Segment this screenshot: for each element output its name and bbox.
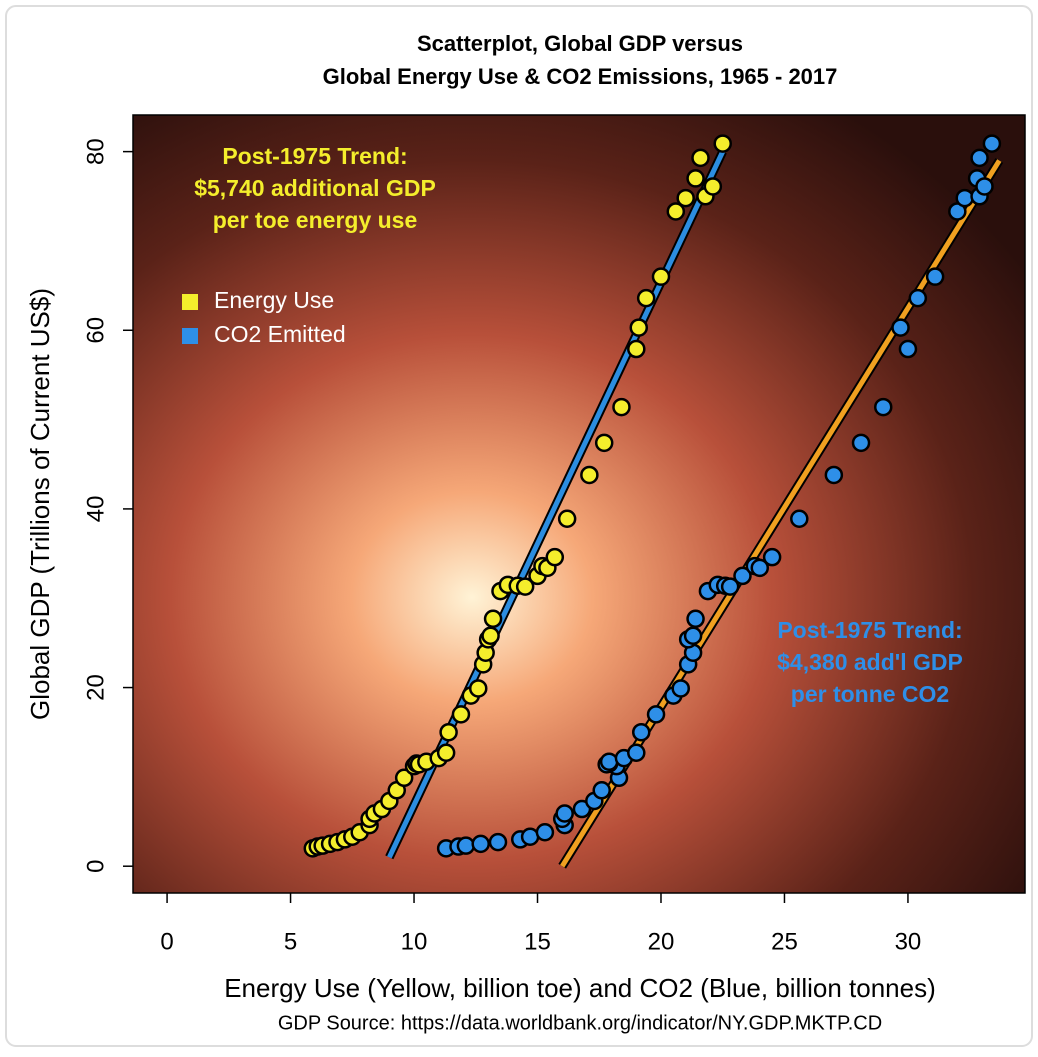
data-point — [612, 397, 631, 417]
x-tick-label: 0 — [160, 928, 173, 955]
data-point — [686, 609, 705, 629]
data-point — [456, 836, 476, 855]
data-point — [975, 177, 994, 196]
data-point — [394, 768, 414, 788]
x-tick-label: 30 — [895, 928, 922, 955]
data-point — [545, 547, 565, 567]
data-point — [686, 169, 705, 188]
data-point — [557, 509, 577, 528]
data-point — [481, 626, 500, 646]
data-point — [908, 288, 928, 308]
y-tick-label: 20 — [82, 674, 109, 701]
y-tick-label: 0 — [82, 860, 109, 873]
annotation: $5,740 additional GDP — [194, 175, 436, 201]
data-point — [790, 509, 809, 528]
x-tick-label: 25 — [771, 928, 798, 955]
data-point — [898, 339, 918, 359]
data-point — [720, 577, 740, 596]
y-tick-label: 40 — [82, 496, 109, 523]
data-point — [713, 134, 732, 153]
data-point — [555, 804, 574, 823]
data-point — [580, 465, 599, 485]
data-point — [515, 577, 535, 596]
data-point — [594, 433, 614, 453]
data-point — [451, 705, 471, 724]
data-point — [671, 679, 690, 698]
data-point — [627, 743, 646, 763]
data-point — [636, 288, 656, 308]
data-point — [439, 722, 458, 742]
chart-title: Global Energy Use & CO2 Emissions, 1965 … — [323, 64, 838, 89]
data-point — [629, 318, 649, 337]
legend-label: Energy Use — [214, 287, 334, 313]
y-tick-label: 80 — [82, 138, 109, 165]
data-point — [982, 134, 1002, 153]
data-point — [651, 267, 671, 286]
legend-label: CO2 Emitted — [214, 321, 346, 347]
data-point — [750, 558, 770, 578]
data-point — [873, 397, 893, 417]
data-point — [666, 202, 686, 221]
data-point — [762, 547, 782, 567]
data-point — [631, 722, 651, 742]
data-point — [733, 566, 752, 586]
data-point — [535, 823, 555, 842]
y-axis-label: Global GDP (Trillions of Current US$) — [25, 288, 55, 720]
data-point — [676, 188, 695, 208]
data-point — [925, 267, 945, 286]
data-point — [483, 609, 503, 629]
x-tick-label: 20 — [648, 928, 675, 955]
data-point — [592, 781, 611, 800]
data-point — [970, 148, 989, 168]
data-point — [646, 705, 666, 724]
data-point — [468, 679, 488, 698]
y-tick-label: 60 — [82, 317, 109, 344]
data-point — [520, 827, 540, 846]
data-point — [955, 188, 974, 208]
plot-area: Energy Use CO2 Emitted Post-1975 Trend: $5,… — [182, 134, 1004, 869]
annotation: Post-1975 Trend: — [222, 143, 407, 169]
source-note: GDP Source: https://data.worldbank.org/i… — [278, 1012, 882, 1034]
x-tick-label: 5 — [284, 928, 297, 955]
annotation: Post-1975 Trend: — [777, 617, 962, 643]
data-point — [691, 148, 710, 168]
legend-swatch — [182, 328, 198, 344]
x-tick-label: 10 — [401, 928, 428, 955]
data-point — [599, 752, 619, 771]
data-point — [851, 433, 871, 453]
data-point — [683, 626, 703, 646]
data-point — [471, 834, 490, 854]
legend-swatch — [182, 294, 198, 310]
data-point — [703, 177, 723, 196]
x-axis-label: Energy Use (Yellow, billion toe) and CO2… — [224, 973, 936, 1003]
plot-background — [133, 115, 1025, 893]
data-point — [488, 832, 508, 852]
data-point — [436, 743, 456, 763]
annotation: $4,380 add'l GDP — [777, 649, 963, 675]
chart-title: Scatterplot, Global GDP versus — [417, 31, 743, 56]
data-point — [627, 339, 646, 359]
annotation: per toe energy use — [213, 207, 418, 233]
data-point — [891, 318, 910, 337]
plot-border — [132, 114, 1026, 894]
annotation: per tonne CO2 — [791, 681, 949, 707]
data-point — [824, 465, 844, 485]
x-tick-label: 15 — [524, 928, 551, 955]
